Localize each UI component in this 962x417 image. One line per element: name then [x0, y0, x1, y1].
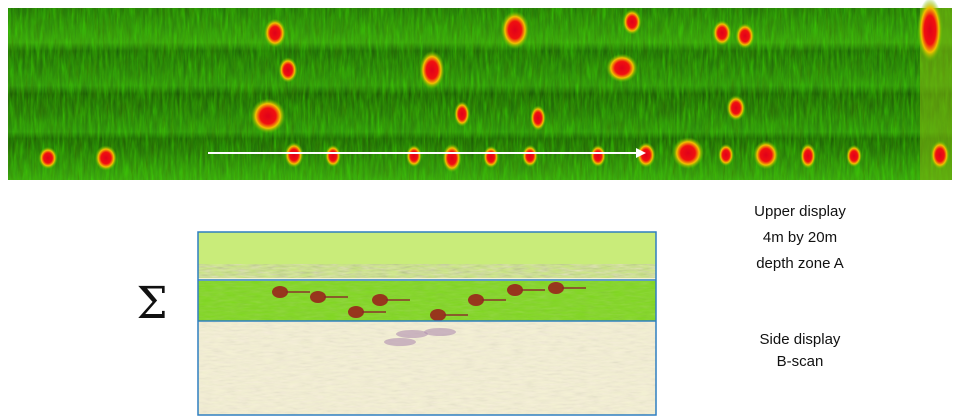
- scan-reflection: [548, 282, 564, 294]
- scan-shadow: [424, 328, 456, 336]
- reflection: [483, 146, 499, 168]
- scan-shadow: [396, 330, 428, 338]
- reflection: [38, 147, 57, 169]
- reflection: [606, 54, 638, 83]
- reflection: [917, 0, 943, 62]
- upper-band-texture: [198, 264, 656, 278]
- reflection: [930, 141, 949, 170]
- reflection: [735, 23, 754, 49]
- scan-reflection: [272, 286, 288, 298]
- reflection: [712, 20, 731, 46]
- reflection: [501, 11, 530, 49]
- sigma-symbol: Σ: [136, 278, 167, 329]
- reflection: [530, 105, 546, 131]
- annotation-line: depth zone A: [756, 255, 844, 272]
- scan-reflection: [372, 294, 388, 306]
- annotation-line: Side display: [760, 331, 841, 348]
- zone-a-texture: [198, 281, 656, 321]
- reflection: [622, 9, 641, 35]
- reflection: [325, 145, 341, 167]
- reflection: [95, 145, 117, 171]
- reflection: [753, 141, 779, 170]
- annotation-line: B-scan: [777, 353, 824, 370]
- reflection: [726, 95, 745, 121]
- reflection: [406, 145, 422, 167]
- gpr-figure: Σ Upper display 4m by 20m depth zone A S…: [0, 0, 962, 417]
- scan-reflection: [430, 309, 446, 321]
- reflection: [278, 57, 297, 83]
- reflection: [846, 145, 862, 167]
- reflection: [419, 51, 445, 89]
- scan-reflection: [507, 284, 523, 296]
- annotation-line: 4m by 20m: [763, 229, 837, 246]
- reflection: [264, 19, 286, 48]
- reflection: [672, 137, 704, 169]
- reflection: [442, 144, 461, 173]
- reflection: [718, 144, 734, 166]
- scan-reflection: [310, 291, 326, 303]
- reflection: [454, 101, 470, 127]
- scan-reflection: [348, 306, 364, 318]
- reflection: [590, 145, 606, 167]
- lower-band-texture: [198, 322, 656, 415]
- b-scan-display: [198, 232, 656, 415]
- annotation-line: Upper display: [754, 203, 846, 220]
- reflection: [522, 145, 538, 167]
- scan-reflection: [468, 294, 484, 306]
- reflection: [800, 143, 816, 169]
- reflection: [284, 142, 303, 168]
- scan-shadow: [384, 338, 416, 346]
- reflection: [250, 98, 285, 133]
